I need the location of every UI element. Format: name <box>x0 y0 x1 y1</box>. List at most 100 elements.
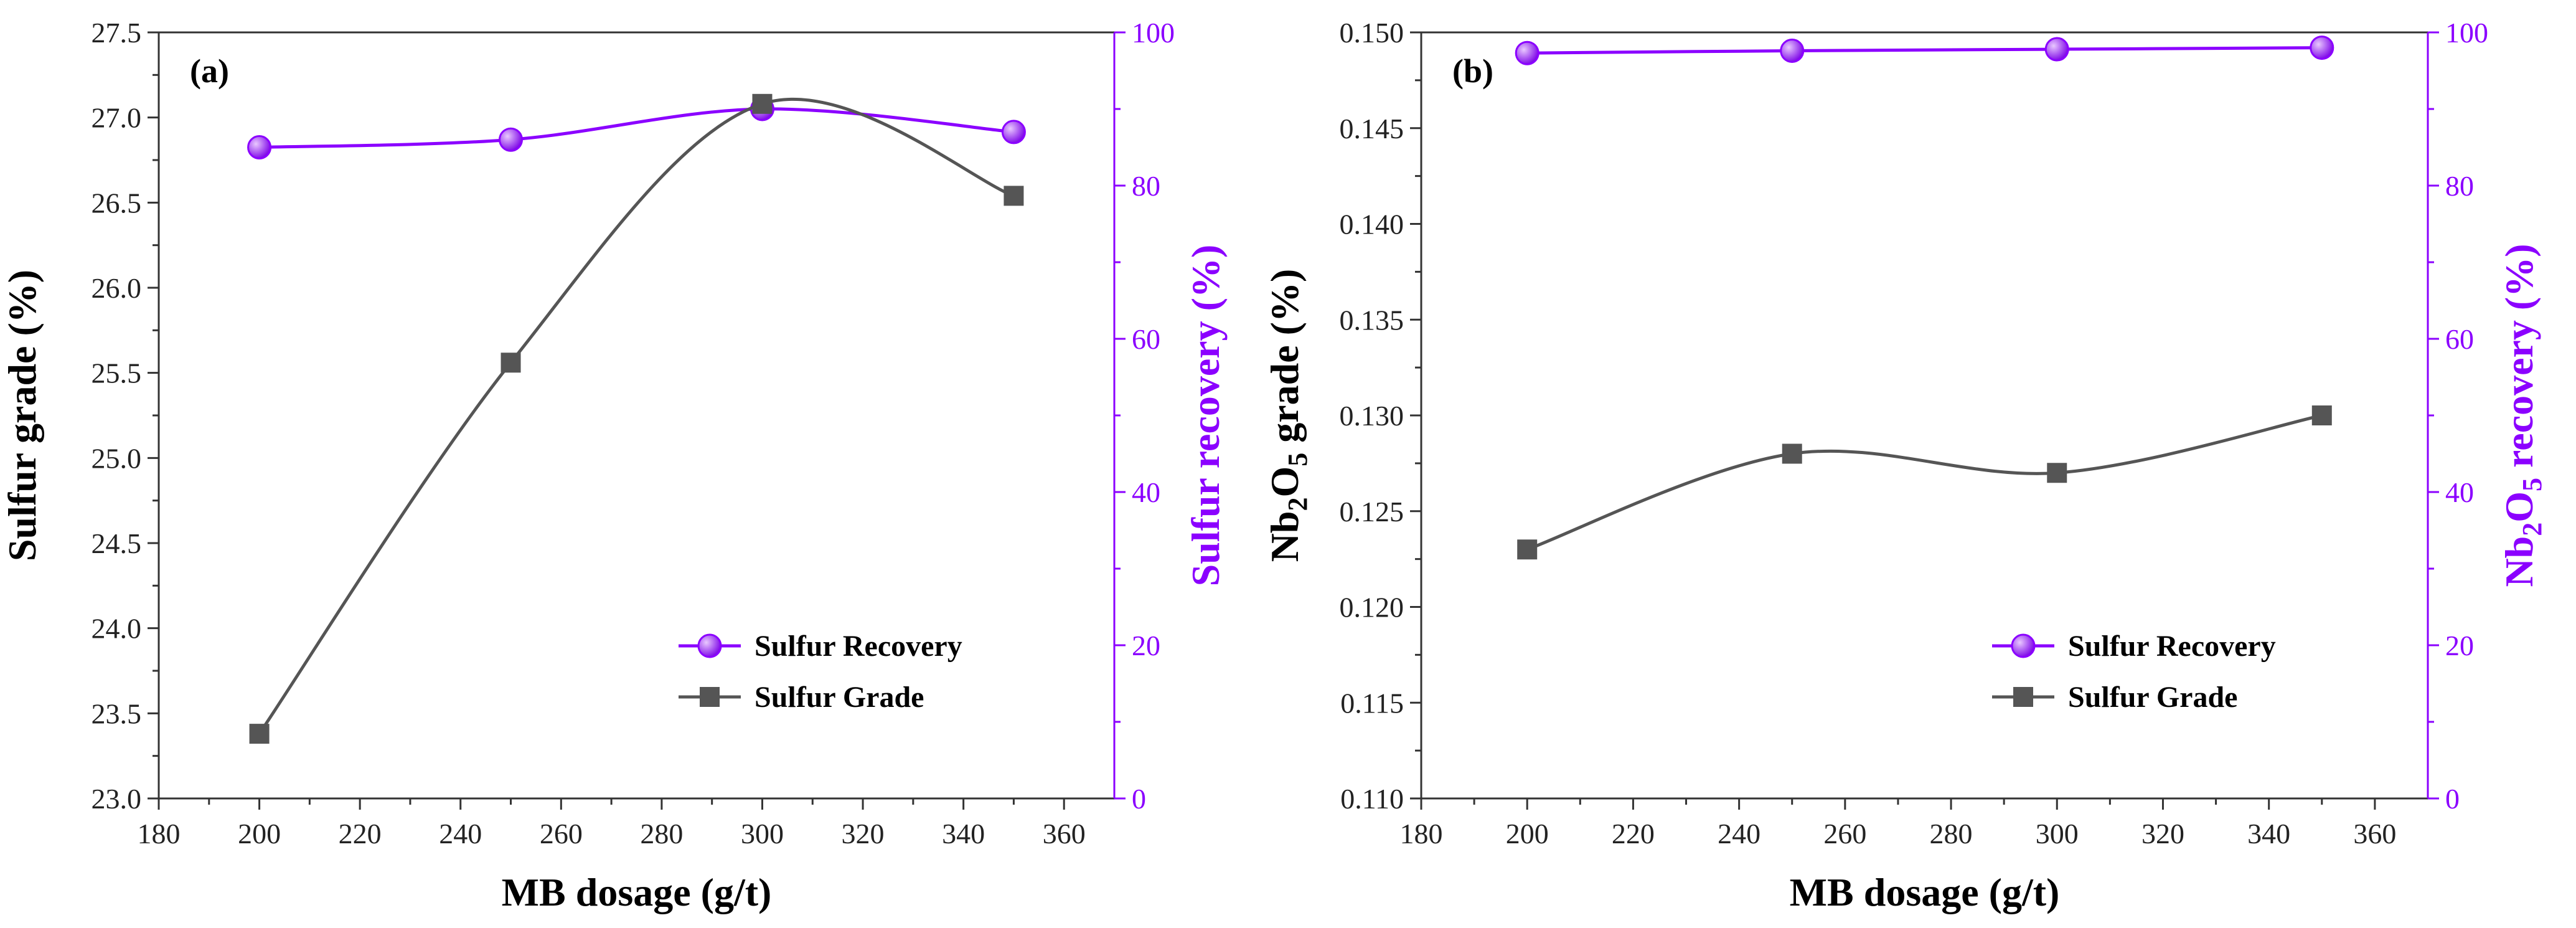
data-point <box>249 724 270 744</box>
data-point <box>1001 120 1026 144</box>
legend-entry: Sulfur Recovery <box>679 630 962 663</box>
y-left-tick-label: 0.130 <box>1340 400 1404 432</box>
legend-label: Sulfur Recovery <box>2068 630 2276 663</box>
x-tick-label: 280 <box>1930 818 1973 850</box>
data-point <box>1515 40 1539 65</box>
y-left-tick-label: 0.140 <box>1340 209 1404 240</box>
data-point <box>1780 39 1805 64</box>
y-left-tick-label: 26.0 <box>92 272 142 304</box>
y-left-tick-label: 0.145 <box>1340 113 1404 144</box>
y-left-tick-label: 23.5 <box>92 698 142 729</box>
data-point <box>247 135 272 159</box>
legend-entry: Sulfur Grade <box>1992 681 2237 714</box>
legend-entry: Sulfur Grade <box>679 681 924 714</box>
legend-label: Sulfur Grade <box>754 681 924 714</box>
data-point <box>2310 36 2334 60</box>
y-right-tick-label: 60 <box>1132 323 1160 355</box>
y-left-tick-label: 24.5 <box>92 528 142 559</box>
y-right-tick-label: 80 <box>1132 170 1160 202</box>
y-left-tick-label: 25.5 <box>92 357 142 389</box>
x-tick-label: 340 <box>2247 818 2290 850</box>
y-left-tick-label: 26.5 <box>92 187 142 219</box>
label-part: Nb <box>1262 511 1307 562</box>
y-left-tick-label: 27.0 <box>92 102 142 134</box>
panel-label: (a) <box>190 52 229 90</box>
data-point <box>1782 443 1802 464</box>
data-point <box>2047 463 2067 483</box>
data-point <box>2044 37 2069 62</box>
x-tick-label: 300 <box>2036 818 2079 850</box>
y-left-tick-label: 23.0 <box>92 783 142 815</box>
subscript: 2 <box>1282 498 1313 511</box>
x-tick-label: 200 <box>1506 818 1549 850</box>
legend-marker <box>2013 687 2033 707</box>
series-grade <box>249 93 1024 744</box>
y-left-tick-label: 0.135 <box>1340 304 1404 336</box>
y-left-tick-label: 0.120 <box>1340 592 1404 623</box>
y-right-tick-label: 0 <box>1132 783 1146 815</box>
y-right-tick-label: 20 <box>2445 630 2474 661</box>
series-recovery <box>1515 36 2334 65</box>
x-tick-label: 260 <box>540 818 583 850</box>
y-right-tick-label: 80 <box>2445 170 2474 202</box>
x-tick-label: 360 <box>2353 818 2396 850</box>
series-recovery <box>247 97 1026 159</box>
series-line <box>1527 46 2322 55</box>
x-tick-label: 240 <box>439 818 482 850</box>
x-tick-label: 180 <box>1400 818 1443 850</box>
x-tick-label: 180 <box>138 818 181 850</box>
y-right-tick-label: 40 <box>1132 476 1160 508</box>
y-right-tick-label: 60 <box>2445 323 2474 355</box>
legend-entry: Sulfur Recovery <box>1992 630 2276 663</box>
chart-panel-a: 180 200 220 240 260 280 300 320 340 36023.023.524… <box>0 17 1228 914</box>
chart-panel-b: 180 200 220 240 260 280 300 320 340 3600.1100.115… <box>1262 17 2547 914</box>
y-right-axis-title: Sulfur recovery (%) <box>1183 245 1228 587</box>
y-right-tick-label: 100 <box>2445 17 2488 49</box>
y-left-tick-label: 0.110 <box>1340 783 1404 815</box>
legend-label: Sulfur Grade <box>2068 681 2237 714</box>
x-axis-title: MB dosage (g/t) <box>502 870 772 914</box>
x-tick-label: 200 <box>238 818 281 850</box>
y-left-axis-title: Nb2O5 grade (%) <box>1262 269 1313 562</box>
y-left-tick-label: 0.115 <box>1340 687 1404 719</box>
y-right-tick-label: 0 <box>2445 783 2460 815</box>
series-line <box>258 97 1015 735</box>
y-left-tick-label: 0.125 <box>1340 496 1404 528</box>
label-part: O <box>1262 466 1307 498</box>
label-part: O <box>2497 491 2541 523</box>
label-part: grade (%) <box>1262 269 1307 453</box>
y-right-tick-label: 40 <box>2445 476 2474 508</box>
x-tick-label: 220 <box>1612 818 1655 850</box>
legend-marker <box>697 633 722 658</box>
data-point <box>1517 539 1538 560</box>
data-point <box>501 353 521 373</box>
data-point <box>2311 405 2332 425</box>
subscript: 5 <box>2517 478 2547 491</box>
legend-marker <box>700 687 720 707</box>
y-left-tick-label: 0.150 <box>1340 17 1404 49</box>
y-left-tick-label: 27.5 <box>92 17 142 49</box>
y-left-axis-title: Sulfur grade (%) <box>0 270 44 561</box>
x-tick-label: 320 <box>2141 818 2184 850</box>
series-line <box>259 107 1014 149</box>
x-tick-label: 260 <box>1823 818 1866 850</box>
legend-marker <box>2011 633 2036 658</box>
label-part: recovery (%) <box>2497 244 2541 478</box>
x-tick-label: 320 <box>842 818 885 850</box>
legend-label: Sulfur Recovery <box>754 630 962 663</box>
x-tick-label: 220 <box>339 818 382 850</box>
data-point <box>752 93 773 114</box>
series-grade <box>1517 405 2332 560</box>
panel-label: (b) <box>1452 52 1493 90</box>
y-right-tick-label: 100 <box>1132 17 1175 49</box>
x-tick-label: 300 <box>741 818 784 850</box>
x-tick-label: 340 <box>942 818 985 850</box>
subscript: 5 <box>1282 453 1313 466</box>
subscript: 2 <box>2517 523 2547 536</box>
label-part: Nb <box>2497 536 2541 587</box>
x-axis-title: MB dosage (g/t) <box>1790 870 2060 914</box>
y-left-tick-label: 25.0 <box>92 442 142 474</box>
x-tick-label: 240 <box>1718 818 1760 850</box>
series-line <box>1526 414 2323 551</box>
